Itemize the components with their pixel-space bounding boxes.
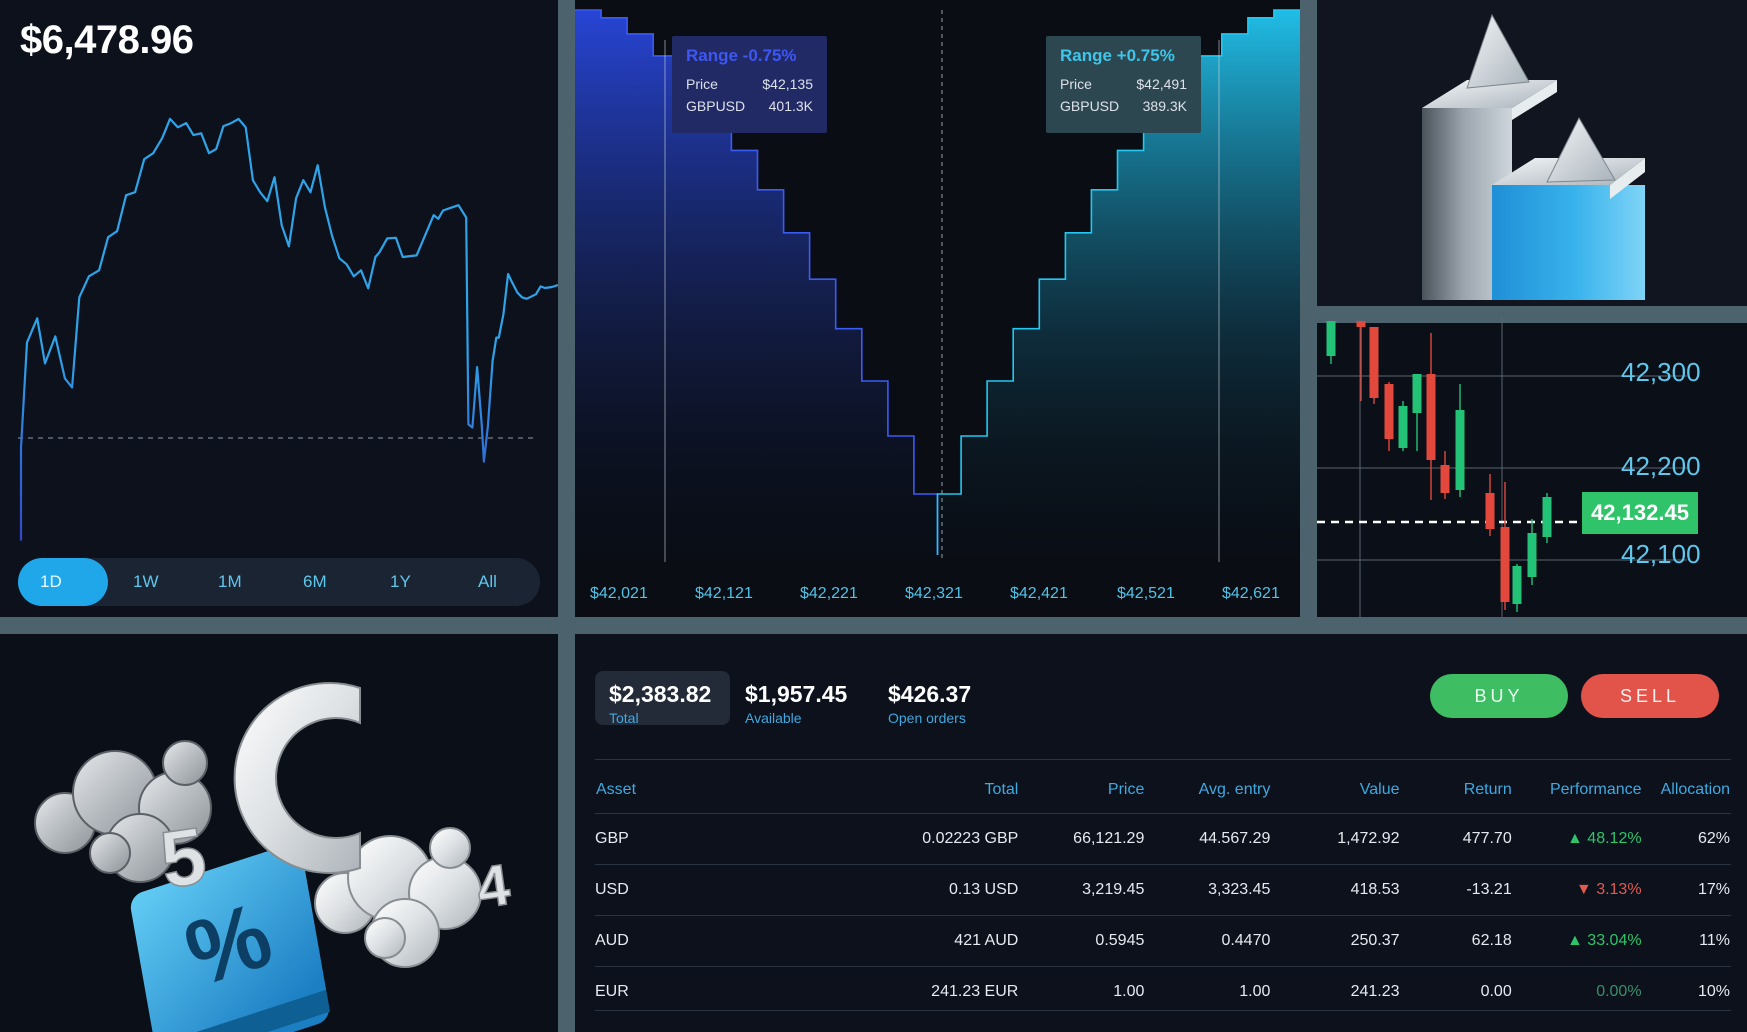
svg-text:4: 4 <box>473 852 514 921</box>
